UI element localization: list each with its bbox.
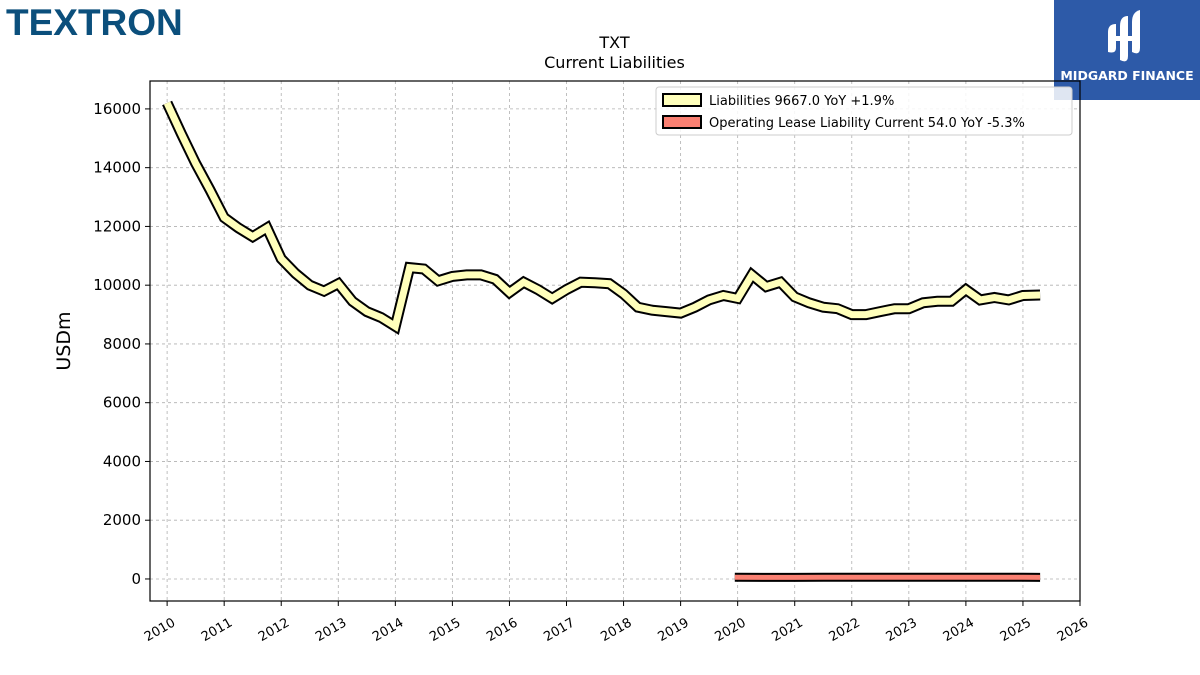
legend-label: Liabilities 9667.0 YoY +1.9% [709, 94, 894, 109]
legend-label: Operating Lease Liability Current 54.0 Y… [709, 116, 1025, 131]
plot-frame [149, 80, 1081, 602]
legend-box [655, 86, 1073, 136]
x-tick-label: 2017 [541, 615, 577, 645]
midgard-logo-mark-icon [1108, 10, 1140, 62]
series-line-0 [163, 101, 1041, 332]
legend-swatch [662, 93, 702, 107]
x-tick-label: 2024 [941, 615, 977, 645]
y-tick-label: 0 [131, 570, 141, 588]
x-tick-label: 2026 [1055, 615, 1091, 645]
x-tick-label: 2023 [884, 615, 920, 645]
legend: Liabilities 9667.0 YoY +1.9% Operating Le… [655, 86, 1073, 136]
x-tick-label: 2020 [713, 615, 749, 645]
x-tick-label: 2018 [598, 615, 634, 645]
x-tick-label: 2022 [827, 615, 863, 645]
y-tick-label: 2000 [103, 511, 141, 529]
chart-title: TXT [599, 33, 630, 52]
legend-swatch [662, 115, 702, 129]
y-tick-label: 10000 [93, 276, 141, 294]
x-tick-label: 2011 [199, 615, 235, 645]
x-tick-label: 2012 [256, 615, 292, 645]
x-tick-label: 2013 [313, 615, 349, 645]
x-tick-label: 2014 [370, 615, 406, 645]
badge-label: MIDGARD FINANCE [1060, 68, 1194, 83]
y-tick-label: 14000 [93, 159, 141, 177]
x-tick-label: 2021 [770, 615, 806, 645]
chart-subtitle: Current Liabilities [544, 53, 685, 72]
x-tick-label: 2016 [484, 615, 520, 645]
x-tick-label: 2010 [142, 615, 178, 645]
x-tick-label: 2019 [655, 615, 691, 645]
y-tick-label: 6000 [103, 394, 141, 412]
x-tick-label: 2025 [998, 615, 1034, 645]
y-tick-label: 4000 [103, 452, 141, 470]
y-tick-label: 12000 [93, 217, 141, 235]
y-tick-label: 16000 [93, 100, 141, 118]
midgard-finance-badge: MIDGARD FINANCE [1054, 0, 1200, 100]
y-tick-label: 8000 [103, 335, 141, 353]
x-tick-label: 2015 [427, 615, 463, 645]
textron-logo: TEXTRON [6, 2, 183, 43]
y-axis-label: USDm [53, 311, 75, 370]
